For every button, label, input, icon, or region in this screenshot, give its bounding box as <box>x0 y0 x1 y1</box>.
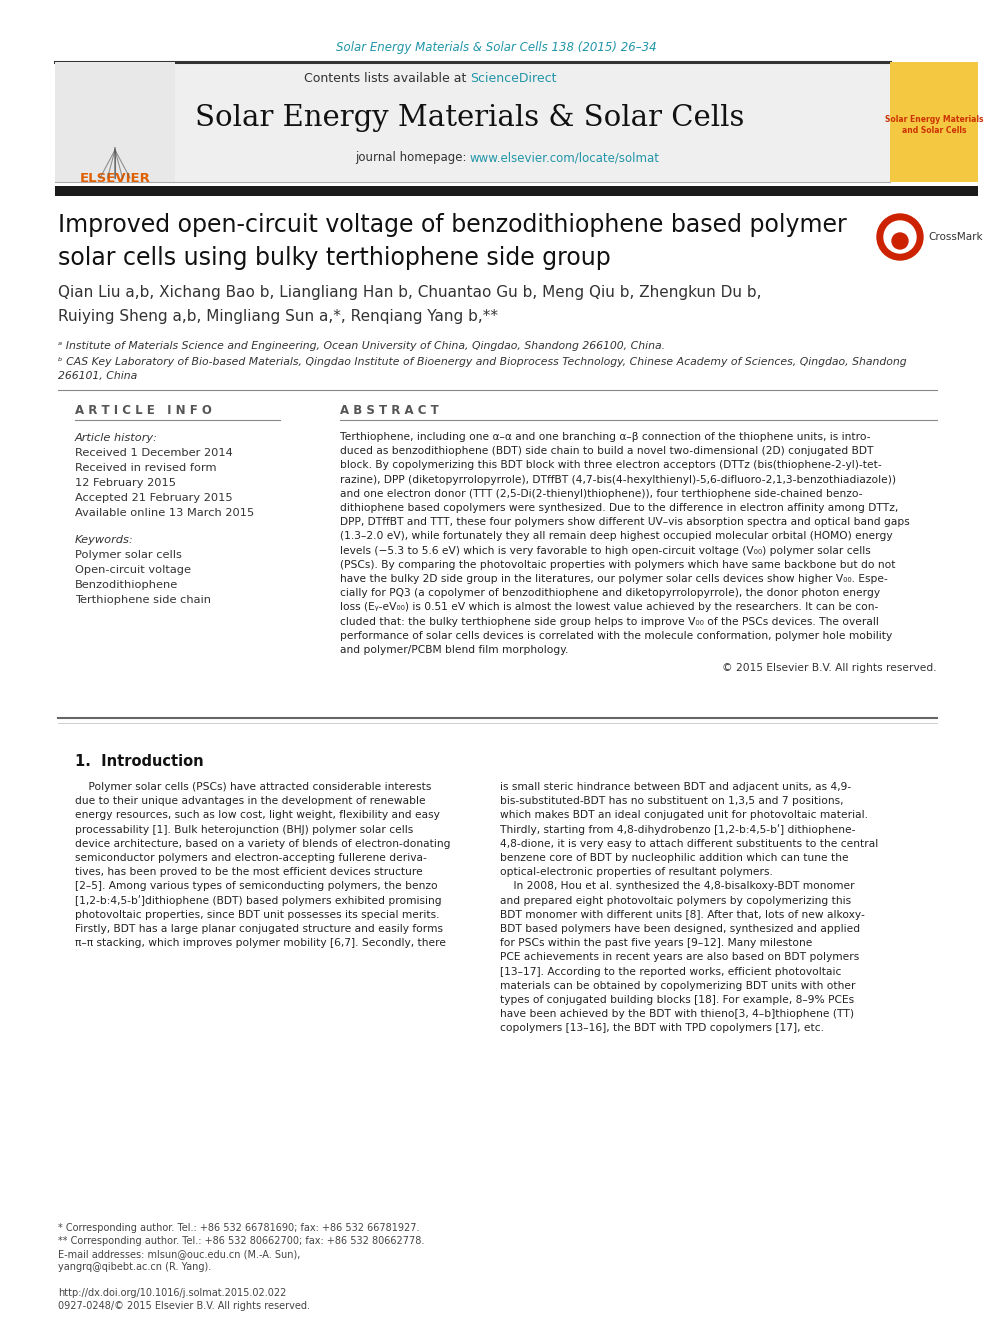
Text: solar cells using bulky terthiophene side group: solar cells using bulky terthiophene sid… <box>58 246 611 270</box>
Text: 0927-0248/© 2015 Elsevier B.V. All rights reserved.: 0927-0248/© 2015 Elsevier B.V. All right… <box>58 1301 310 1311</box>
Text: Ruiying Sheng a,b, Mingliang Sun a,*, Renqiang Yang b,**: Ruiying Sheng a,b, Mingliang Sun a,*, Re… <box>58 308 498 324</box>
Text: optical-electronic properties of resultant polymers.: optical-electronic properties of resulta… <box>500 867 773 877</box>
Text: tives, has been proved to be the most efficient devices structure: tives, has been proved to be the most ef… <box>75 867 423 877</box>
Text: BDT monomer with different units [8]. After that, lots of new alkoxy-: BDT monomer with different units [8]. Af… <box>500 910 865 919</box>
FancyBboxPatch shape <box>55 62 175 183</box>
Text: loss (Eᵧ-eV₀₀) is 0.51 eV which is almost the lowest value achieved by the resea: loss (Eᵧ-eV₀₀) is 0.51 eV which is almos… <box>340 602 878 613</box>
Text: ᵇ CAS Key Laboratory of Bio-based Materials, Qingdao Institute of Bioenergy and : ᵇ CAS Key Laboratory of Bio-based Materi… <box>58 357 907 366</box>
Text: Accepted 21 February 2015: Accepted 21 February 2015 <box>75 493 233 503</box>
Text: Polymer solar cells (PSCs) have attracted considerable interests: Polymer solar cells (PSCs) have attracte… <box>75 782 432 792</box>
FancyBboxPatch shape <box>890 62 978 183</box>
Text: performance of solar cells devices is correlated with the molecule conformation,: performance of solar cells devices is co… <box>340 631 892 640</box>
Text: CrossMark: CrossMark <box>928 232 983 242</box>
Text: 12 February 2015: 12 February 2015 <box>75 478 176 488</box>
Text: and one electron donor (TTT (2,5-Di(2-thienyl)thiophene)), four terthiophene sid: and one electron donor (TTT (2,5-Di(2-th… <box>340 488 863 499</box>
Text: ScienceDirect: ScienceDirect <box>470 71 557 85</box>
Text: materials can be obtained by copolymerizing BDT units with other: materials can be obtained by copolymeriz… <box>500 980 855 991</box>
Text: semiconductor polymers and electron-accepting fullerene deriva-: semiconductor polymers and electron-acce… <box>75 853 427 863</box>
Text: which makes BDT an ideal conjugated unit for photovoltaic material.: which makes BDT an ideal conjugated unit… <box>500 811 868 820</box>
Text: yangrq@qibebt.ac.cn (R. Yang).: yangrq@qibebt.ac.cn (R. Yang). <box>58 1262 211 1271</box>
Text: [13–17]. According to the reported works, efficient photovoltaic: [13–17]. According to the reported works… <box>500 967 841 976</box>
Text: ᵃ Institute of Materials Science and Engineering, Ocean University of China, Qin: ᵃ Institute of Materials Science and Eng… <box>58 341 665 351</box>
Text: device architecture, based on a variety of blends of electron-donating: device architecture, based on a variety … <box>75 839 450 849</box>
Circle shape <box>884 221 916 253</box>
Text: ELSEVIER: ELSEVIER <box>79 172 151 185</box>
Text: due to their unique advantages in the development of renewable: due to their unique advantages in the de… <box>75 796 426 806</box>
Text: BDT based polymers have been designed, synthesized and applied: BDT based polymers have been designed, s… <box>500 923 860 934</box>
Text: and prepared eight photovoltaic polymers by copolymerizing this: and prepared eight photovoltaic polymers… <box>500 896 851 906</box>
Text: and polymer/PCBM blend film morphology.: and polymer/PCBM blend film morphology. <box>340 646 568 655</box>
Text: PCE achievements in recent years are also based on BDT polymers: PCE achievements in recent years are als… <box>500 953 859 962</box>
Text: * Corresponding author. Tel.: +86 532 66781690; fax: +86 532 66781927.: * Corresponding author. Tel.: +86 532 66… <box>58 1222 420 1233</box>
Text: π–π stacking, which improves polymer mobility [6,7]. Secondly, there: π–π stacking, which improves polymer mob… <box>75 938 446 949</box>
Text: [1,2-b:4,5-bʹ]dithiophene (BDT) based polymers exhibited promising: [1,2-b:4,5-bʹ]dithiophene (BDT) based po… <box>75 896 441 906</box>
Text: dithiophene based copolymers were synthesized. Due to the difference in electron: dithiophene based copolymers were synthe… <box>340 503 898 513</box>
Text: Received in revised form: Received in revised form <box>75 463 216 474</box>
Circle shape <box>892 233 908 249</box>
Text: Solar Energy Materials & Solar Cells 138 (2015) 26–34: Solar Energy Materials & Solar Cells 138… <box>335 41 657 54</box>
Text: www.elsevier.com/locate/solmat: www.elsevier.com/locate/solmat <box>470 152 660 164</box>
Text: Solar Energy Materials
and Solar Cells: Solar Energy Materials and Solar Cells <box>885 115 983 135</box>
Text: processability [1]. Bulk heterojunction (BHJ) polymer solar cells: processability [1]. Bulk heterojunction … <box>75 824 414 835</box>
Text: block. By copolymerizing this BDT block with three electron acceptors (DTTz (bis: block. By copolymerizing this BDT block … <box>340 460 882 471</box>
Text: duced as benzodithiophene (BDT) side chain to build a novel two-dimensional (2D): duced as benzodithiophene (BDT) side cha… <box>340 446 874 456</box>
Text: have been achieved by the BDT with thieno[3, 4–b]thiophene (TT): have been achieved by the BDT with thien… <box>500 1009 854 1019</box>
Text: energy resources, such as low cost, light weight, flexibility and easy: energy resources, such as low cost, ligh… <box>75 811 439 820</box>
Text: 266101, China: 266101, China <box>58 370 137 381</box>
Text: Terthiophene side chain: Terthiophene side chain <box>75 595 211 605</box>
Text: Polymer solar cells: Polymer solar cells <box>75 550 182 560</box>
FancyBboxPatch shape <box>55 62 890 183</box>
Text: cially for PQ3 (a copolymer of benzodithiophene and diketopyrrolopyrrole), the d: cially for PQ3 (a copolymer of benzodith… <box>340 589 880 598</box>
Text: photovoltaic properties, since BDT unit possesses its special merits.: photovoltaic properties, since BDT unit … <box>75 910 439 919</box>
Text: Contents lists available at: Contents lists available at <box>304 71 470 85</box>
Text: Keywords:: Keywords: <box>75 534 134 545</box>
Text: 4,8-dione, it is very easy to attach different substituents to the central: 4,8-dione, it is very easy to attach dif… <box>500 839 878 849</box>
Text: for PSCs within the past five years [9–12]. Many milestone: for PSCs within the past five years [9–1… <box>500 938 812 949</box>
Text: have the bulky 2D side group in the literatures, our polymer solar cells devices: have the bulky 2D side group in the lite… <box>340 574 888 583</box>
Text: http://dx.doi.org/10.1016/j.solmat.2015.02.022: http://dx.doi.org/10.1016/j.solmat.2015.… <box>58 1289 287 1298</box>
Text: DPP, DTffBT and TTT, these four polymers show different UV–vis absorption spectr: DPP, DTffBT and TTT, these four polymers… <box>340 517 910 527</box>
Text: A R T I C L E   I N F O: A R T I C L E I N F O <box>75 404 212 417</box>
Text: levels (−5.3 to 5.6 eV) which is very favorable to high open-circuit voltage (V₀: levels (−5.3 to 5.6 eV) which is very fa… <box>340 545 871 556</box>
Text: Available online 13 March 2015: Available online 13 March 2015 <box>75 508 254 519</box>
Text: (1.3–2.0 eV), while fortunately they all remain deep highest occupied molecular : (1.3–2.0 eV), while fortunately they all… <box>340 532 893 541</box>
Text: Thirdly, starting from 4,8-dihydrobenzo [1,2-b:4,5-bʹ] dithiophene-: Thirdly, starting from 4,8-dihydrobenzo … <box>500 824 855 835</box>
Text: ** Corresponding author. Tel.: +86 532 80662700; fax: +86 532 80662778.: ** Corresponding author. Tel.: +86 532 8… <box>58 1236 425 1246</box>
Text: Received 1 December 2014: Received 1 December 2014 <box>75 448 233 458</box>
Text: benzene core of BDT by nucleophilic addition which can tune the: benzene core of BDT by nucleophilic addi… <box>500 853 848 863</box>
Text: 1.  Introduction: 1. Introduction <box>75 754 203 770</box>
Text: copolymers [13–16], the BDT with TPD copolymers [17], etc.: copolymers [13–16], the BDT with TPD cop… <box>500 1024 824 1033</box>
Text: © 2015 Elsevier B.V. All rights reserved.: © 2015 Elsevier B.V. All rights reserved… <box>722 663 937 673</box>
Text: cluded that: the bulky terthiophene side group helps to improve V₀₀ of the PSCs : cluded that: the bulky terthiophene side… <box>340 617 879 627</box>
Text: (PSCs). By comparing the photovoltaic properties with polymers which have same b: (PSCs). By comparing the photovoltaic pr… <box>340 560 896 570</box>
FancyBboxPatch shape <box>55 187 978 196</box>
Text: is small steric hindrance between BDT and adjacent units, as 4,9-: is small steric hindrance between BDT an… <box>500 782 851 792</box>
Text: types of conjugated building blocks [18]. For example, 8–9% PCEs: types of conjugated building blocks [18]… <box>500 995 854 1005</box>
Text: Solar Energy Materials & Solar Cells: Solar Energy Materials & Solar Cells <box>195 105 745 132</box>
Text: A B S T R A C T: A B S T R A C T <box>340 404 438 417</box>
Text: In 2008, Hou et al. synthesized the 4,8-bisalkoxy-BDT monomer: In 2008, Hou et al. synthesized the 4,8-… <box>500 881 855 892</box>
Text: bis-substituted-BDT has no substituent on 1,3,5 and 7 positions,: bis-substituted-BDT has no substituent o… <box>500 796 843 806</box>
Text: [2–5]. Among various types of semiconducting polymers, the benzo: [2–5]. Among various types of semiconduc… <box>75 881 437 892</box>
Text: journal homepage:: journal homepage: <box>355 152 470 164</box>
Text: E-mail addresses: mlsun@ouc.edu.cn (M.-A. Sun),: E-mail addresses: mlsun@ouc.edu.cn (M.-A… <box>58 1249 301 1259</box>
Text: Benzodithiophene: Benzodithiophene <box>75 579 179 590</box>
Text: razine), DPP (diketopyrrolopyrrole), DTffBT (4,7-bis(4-hexylthienyl)-5,6-difluor: razine), DPP (diketopyrrolopyrrole), DTf… <box>340 475 896 484</box>
Text: Article history:: Article history: <box>75 433 158 443</box>
Circle shape <box>877 214 923 261</box>
Text: Qian Liu a,b, Xichang Bao b, Liangliang Han b, Chuantao Gu b, Meng Qiu b, Zhengk: Qian Liu a,b, Xichang Bao b, Liangliang … <box>58 284 762 299</box>
Text: Terthiophene, including one α–α and one branching α–β connection of the thiophen: Terthiophene, including one α–α and one … <box>340 433 871 442</box>
Text: Improved open-circuit voltage of benzodithiophene based polymer: Improved open-circuit voltage of benzodi… <box>58 213 847 237</box>
Text: Open-circuit voltage: Open-circuit voltage <box>75 565 191 576</box>
Text: Firstly, BDT has a large planar conjugated structure and easily forms: Firstly, BDT has a large planar conjugat… <box>75 923 443 934</box>
